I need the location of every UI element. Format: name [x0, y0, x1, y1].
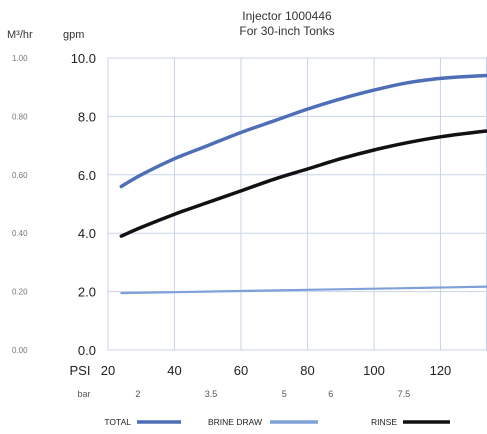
- bar-tick-label-3: 6: [328, 389, 333, 399]
- metric-unit-label: M³/hr: [7, 29, 33, 41]
- grid: [107, 57, 487, 351]
- x-tick-label-0: 20: [101, 363, 115, 378]
- y-tick-label-1: 2.0: [78, 285, 96, 300]
- x-tick-label-4: 100: [363, 363, 385, 378]
- legend-label-rinse: RINSE: [371, 417, 397, 427]
- x-tick-label-1: 40: [167, 363, 181, 378]
- axes: 0.0 0.00 2.0 0.20 4.0 0.40 6.0 0.60 8.0 0.80 10.0 1…: [12, 51, 451, 399]
- series-line-brine-draw: [120, 285, 487, 295]
- series-line-rinse: [119, 129, 487, 238]
- y-tick-label-5: 10.0: [71, 51, 96, 66]
- series-lines: [119, 73, 487, 295]
- y-tick-label-4: 8.0: [78, 109, 96, 124]
- title-line-2: For 30-inch Tonks: [239, 24, 334, 38]
- y-tick-label-3: 6.0: [78, 168, 96, 183]
- series-line-total: [119, 73, 487, 189]
- title-line-1: Injector 1000446: [242, 9, 332, 23]
- legend-label-brine-draw: BRINE DRAW: [208, 417, 262, 427]
- metric-tick-label-3: 0.60: [12, 171, 28, 180]
- imperial-unit-label: gpm: [63, 29, 84, 41]
- x-tick-label-2: 60: [234, 363, 248, 378]
- psi-unit-label: PSI: [70, 363, 91, 378]
- metric-tick-label-0: 0.00: [12, 346, 28, 355]
- y-tick-label-0: 0.0: [78, 343, 96, 358]
- bar-tick-label-0: 2: [135, 389, 140, 399]
- x-tick-label-3: 80: [300, 363, 314, 378]
- legend: TOTAL BRINE DRAW RINSE: [104, 417, 450, 427]
- bar-tick-label-1: 3.5: [205, 389, 218, 399]
- metric-tick-label-1: 0.20: [12, 288, 28, 297]
- metric-tick-label-2: 0.40: [12, 229, 28, 238]
- metric-tick-label-4: 0.80: [12, 112, 28, 121]
- bar-tick-label-4: 7.5: [398, 389, 411, 399]
- bar-tick-label-2: 5: [282, 389, 287, 399]
- bar-unit-label: bar: [77, 389, 90, 399]
- y-tick-label-2: 4.0: [78, 226, 96, 241]
- chart-title: Injector 1000446 For 30-inch Tonks: [239, 9, 334, 38]
- legend-label-total: TOTAL: [104, 417, 131, 427]
- metric-tick-label-5: 1.00: [12, 54, 28, 63]
- x-tick-label-5: 120: [430, 363, 452, 378]
